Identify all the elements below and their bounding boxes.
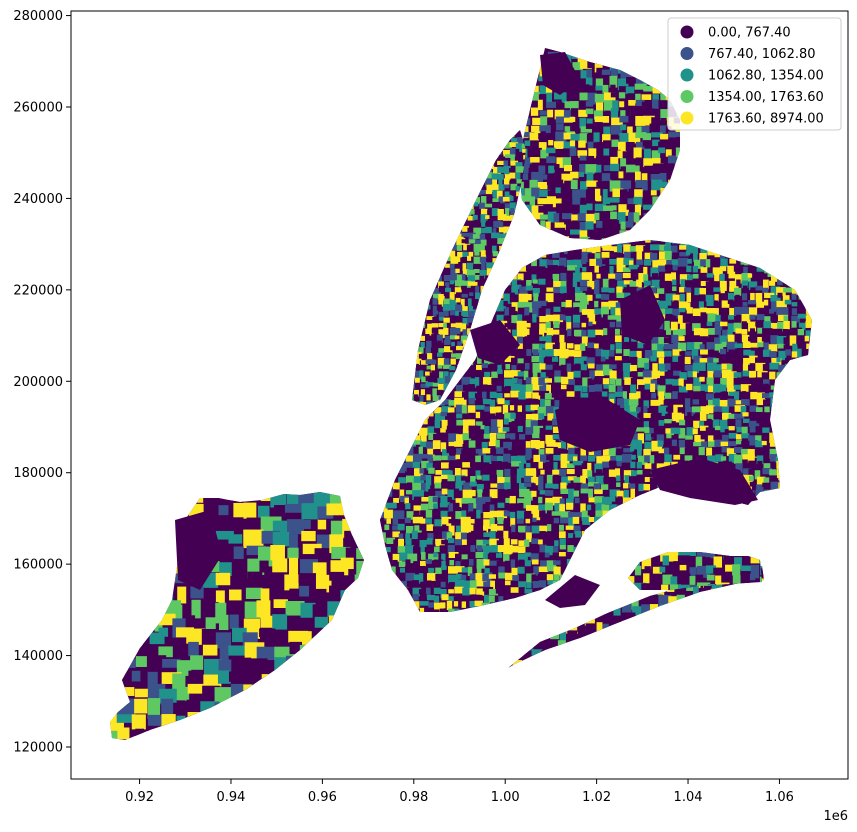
legend-swatch xyxy=(680,47,694,60)
large-parcel xyxy=(545,575,600,608)
y-tick-label: 180000 xyxy=(13,466,63,481)
large-parcel xyxy=(650,458,758,505)
x-tick-label: 0.94 xyxy=(216,790,245,805)
staten-island-tracts xyxy=(110,492,364,740)
legend-swatch xyxy=(680,111,694,125)
x-tick-label: 1.06 xyxy=(765,790,794,805)
x-offset-label: 1e6 xyxy=(823,809,848,824)
plot-frame xyxy=(70,10,849,780)
large-parcel xyxy=(555,395,640,452)
x-tick-label: 1.04 xyxy=(674,790,703,805)
large-parcel xyxy=(470,320,520,365)
legend-swatch xyxy=(680,25,694,39)
y-tick-label: 220000 xyxy=(13,283,63,298)
y-tick-label: 260000 xyxy=(13,101,63,116)
y-tick-label: 120000 xyxy=(13,741,63,756)
y-axis-ticks: 120000 140000 160000 180000 200000 220000 2400… xyxy=(13,9,71,756)
legend-swatch xyxy=(680,90,694,103)
large-parcel xyxy=(175,510,222,590)
legend-label: 1354.00, 1763.60 xyxy=(708,90,824,105)
legend: 0.00, 767.40 767.40, 1062.80 1062.80, 135… xyxy=(667,17,842,131)
y-tick-label: 140000 xyxy=(13,649,63,664)
legend-label: 767.40, 1062.80 xyxy=(708,47,816,62)
y-tick-label: 160000 xyxy=(13,558,63,573)
x-tick-label: 1.00 xyxy=(491,790,520,805)
large-parcel xyxy=(540,52,580,95)
x-axis-ticks: 0.92 0.94 0.96 0.98 1.00 1.02 1.04 1.06 xyxy=(125,779,794,805)
y-tick-label: 240000 xyxy=(13,192,63,207)
nyc-census-tract-map xyxy=(110,48,812,740)
x-tick-label: 1.02 xyxy=(582,790,611,805)
legend-box xyxy=(667,17,842,131)
x-tick-label: 0.98 xyxy=(399,790,428,805)
legend-label: 1062.80, 1354.00 xyxy=(708,69,824,84)
legend-label: 0.00, 767.40 xyxy=(708,26,791,41)
legend-label: 1763.60, 8974.00 xyxy=(708,112,824,127)
x-tick-label: 0.96 xyxy=(308,790,337,805)
large-parcel xyxy=(620,285,665,345)
legend-swatch xyxy=(680,68,694,82)
axes xyxy=(70,10,849,780)
y-tick-label: 280000 xyxy=(13,9,63,24)
x-tick-label: 0.92 xyxy=(125,790,154,805)
y-tick-label: 200000 xyxy=(13,375,63,390)
